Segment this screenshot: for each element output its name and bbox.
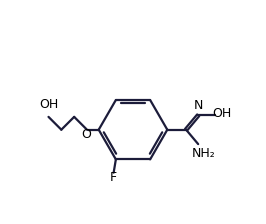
Text: OH: OH: [39, 98, 58, 111]
Text: O: O: [81, 128, 91, 141]
Text: OH: OH: [212, 107, 231, 120]
Text: N: N: [193, 99, 203, 112]
Text: F: F: [110, 171, 117, 184]
Text: NH₂: NH₂: [192, 147, 216, 160]
